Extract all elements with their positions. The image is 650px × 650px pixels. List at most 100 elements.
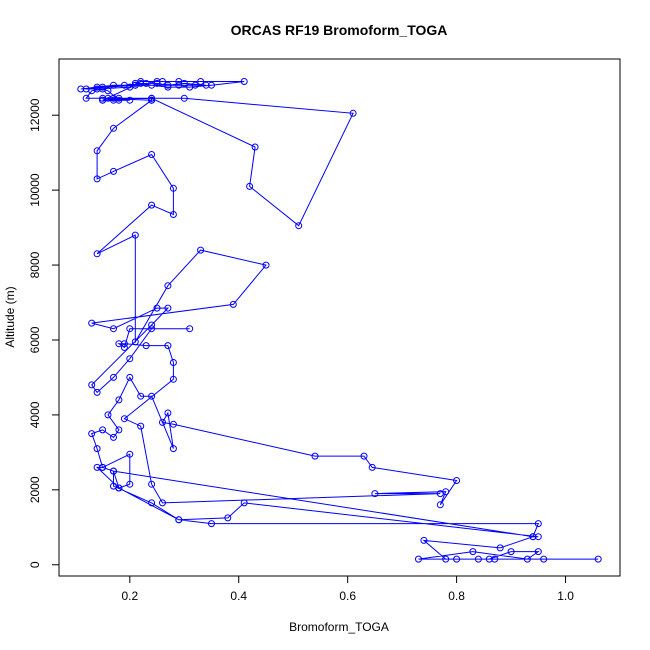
data-point xyxy=(371,490,379,498)
data-point xyxy=(137,79,145,87)
data-point xyxy=(131,338,139,346)
data-point xyxy=(115,96,123,104)
data-point xyxy=(186,83,194,91)
data-point xyxy=(169,359,177,366)
data-point xyxy=(540,555,548,563)
data-point xyxy=(491,555,499,563)
data-point xyxy=(262,261,270,269)
data-point xyxy=(496,544,504,552)
data-point xyxy=(169,211,177,218)
data-point xyxy=(240,499,248,507)
y-tick-label: 8000 xyxy=(28,251,42,278)
data-point xyxy=(142,342,150,350)
y-axis: 0 2000 4000 6000 8000 10000 12000 xyxy=(28,98,60,568)
data-point xyxy=(229,300,237,308)
data-point xyxy=(175,78,183,85)
data-point xyxy=(148,392,156,400)
data-point xyxy=(148,81,156,89)
data-point xyxy=(93,175,101,183)
data-point xyxy=(115,94,123,102)
data-point xyxy=(415,555,422,563)
data-point xyxy=(202,81,210,89)
data-point xyxy=(453,555,461,563)
data-point xyxy=(93,445,101,453)
data-point xyxy=(197,246,205,254)
data-point xyxy=(594,555,602,563)
data-point xyxy=(169,445,177,453)
data-point xyxy=(148,321,156,329)
data-point xyxy=(82,85,90,93)
data-point xyxy=(164,304,172,312)
data-point xyxy=(93,85,101,93)
data-point xyxy=(534,520,542,528)
x-tick-label: 1.0 xyxy=(557,589,574,603)
data-point xyxy=(126,450,134,458)
data-point xyxy=(246,182,254,190)
x-tick-label: 0.6 xyxy=(339,589,356,603)
data-point xyxy=(126,325,134,333)
data-point xyxy=(126,480,134,488)
data-point xyxy=(110,124,117,132)
data-point xyxy=(115,340,123,348)
y-tick-label: 4000 xyxy=(28,401,42,428)
data-point xyxy=(120,344,128,351)
data-point xyxy=(164,409,172,417)
data-point xyxy=(529,533,537,541)
data-point xyxy=(110,467,117,475)
plot-frame xyxy=(58,58,621,577)
data-point xyxy=(99,96,107,104)
x-tick-label: 0.8 xyxy=(448,589,465,603)
data-point xyxy=(180,94,188,102)
data-point xyxy=(534,533,542,541)
data-point xyxy=(110,325,117,333)
data-point xyxy=(104,411,112,419)
data-point xyxy=(251,143,259,151)
data-point xyxy=(442,555,450,563)
data-point xyxy=(126,373,134,381)
data-point xyxy=(469,548,477,556)
data-point xyxy=(311,452,319,460)
data-point xyxy=(88,319,96,327)
data-point xyxy=(507,548,515,556)
data-point xyxy=(110,167,117,175)
data-point xyxy=(360,452,368,460)
x-axis-label: Bromoform_TOGA xyxy=(289,620,389,634)
data-point xyxy=(164,282,172,290)
data-point xyxy=(186,325,194,333)
data-point xyxy=(104,87,112,95)
y-axis-label: Altitude (m) xyxy=(3,286,17,347)
data-point xyxy=(169,375,177,383)
data-point xyxy=(131,79,139,87)
data-point xyxy=(148,96,156,104)
y-tick-label: 6000 xyxy=(28,326,42,353)
data-point xyxy=(82,94,90,102)
x-axis: 0.2 0.4 0.6 0.8 1.0 xyxy=(121,575,574,603)
data-point xyxy=(153,304,161,312)
data-point xyxy=(368,463,376,471)
data-point xyxy=(159,78,166,85)
data-point xyxy=(485,555,493,563)
chart-title: ORCAS RF19 Bromoform_TOGA xyxy=(231,22,448,38)
data-point xyxy=(99,94,107,102)
data-point xyxy=(175,516,183,524)
data-point xyxy=(126,83,134,91)
data-point xyxy=(436,501,444,509)
series-layer xyxy=(77,78,602,563)
data-point xyxy=(77,85,85,93)
data-point xyxy=(99,463,107,471)
data-point xyxy=(159,418,166,426)
data-point xyxy=(115,396,123,404)
data-point xyxy=(93,147,101,155)
data-point xyxy=(534,548,542,556)
data-point xyxy=(224,514,232,522)
data-point xyxy=(115,484,123,492)
data-point xyxy=(99,426,107,434)
y-tick-label: 0 xyxy=(28,561,42,568)
series-line xyxy=(80,81,599,560)
data-point xyxy=(126,96,134,104)
data-point xyxy=(453,477,461,484)
data-point xyxy=(169,420,177,428)
data-point xyxy=(120,415,128,423)
data-point xyxy=(148,499,156,507)
data-point xyxy=(126,355,134,363)
